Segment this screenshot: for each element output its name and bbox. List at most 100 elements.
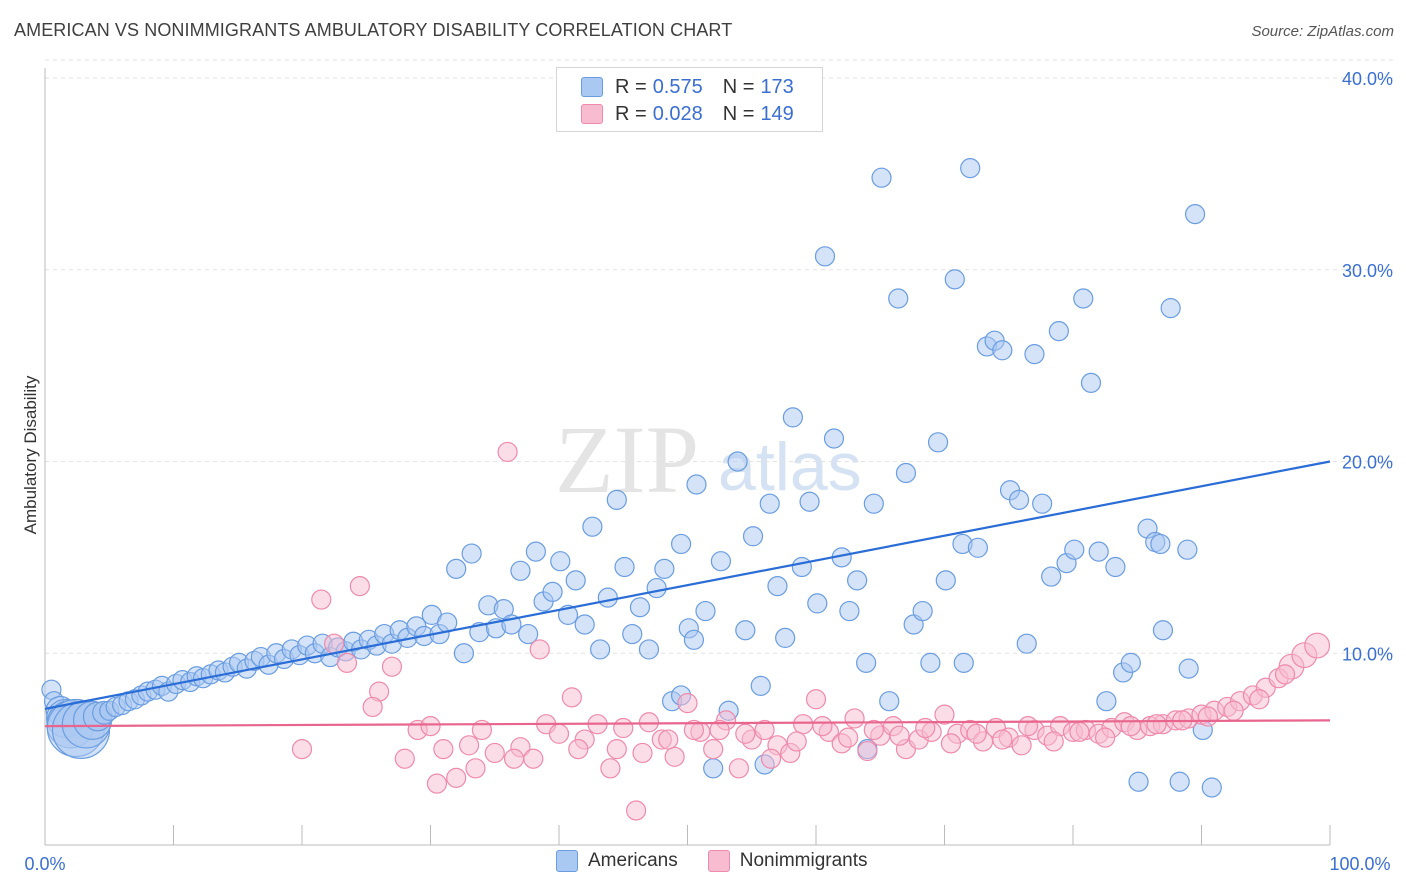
americans-point [1048, 321, 1069, 342]
y-tick-label: 20.0% [1342, 453, 1393, 473]
legend-n-label: N = [722, 102, 755, 125]
nonimmigrants-trend-line [44, 719, 1331, 728]
nonimmigrants-point [683, 719, 705, 741]
americans-point [912, 600, 933, 622]
nonimmigrants-point [497, 441, 518, 463]
nonimmigrants-point [362, 696, 383, 718]
nonimmigrants-point [863, 719, 884, 741]
nonimmigrants-point [613, 717, 634, 739]
chart-title: AMERICAN VS NONIMMIGRANTS AMBULATORY DIS… [14, 20, 733, 40]
nonimmigrants-point [735, 723, 756, 744]
americans-point [767, 576, 788, 597]
americans-point [550, 551, 571, 572]
nonimmigrants-point [940, 733, 962, 754]
americans-point [646, 577, 667, 599]
americans-point [453, 643, 475, 664]
legend-row-nonimmigrants: R = 0.028 N = 149 [581, 101, 794, 127]
nonimmigrants-point [844, 708, 865, 729]
nonimmigrants-point [754, 719, 775, 741]
nonimmigrants-point [349, 576, 370, 597]
americans-point [1120, 652, 1141, 673]
nonimmigrants-point [503, 748, 525, 769]
nonimmigrants-point [709, 719, 730, 741]
x-tick-label: 100.0% [1329, 854, 1390, 874]
nonimmigrants-point [857, 740, 878, 762]
americans-point [1201, 777, 1222, 798]
legend-n-label: N = [722, 75, 755, 98]
americans-point [879, 691, 900, 712]
nonimmigrants-point [1197, 706, 1219, 727]
americans-point [461, 543, 482, 564]
nonimmigrants-point [1274, 664, 1296, 685]
americans-point [1096, 691, 1117, 712]
nonimmigrants-point [381, 656, 403, 677]
americans-point [1128, 771, 1149, 792]
nonimmigrants-point [561, 687, 582, 708]
nonimmigrants-point [600, 758, 621, 779]
americans-point [782, 407, 803, 428]
americans-point [446, 558, 467, 579]
americans-point [670, 533, 692, 555]
americans-point [839, 600, 860, 622]
nonimmigrants-point [1304, 632, 1331, 659]
legend-n-value-americans: 173 [760, 75, 794, 98]
nonimmigrants-point [728, 758, 750, 779]
nonimmigrants-point [992, 729, 1013, 750]
nonimmigrants-point [465, 758, 486, 779]
americans-point [967, 537, 989, 558]
americans-point [606, 489, 627, 510]
americans-point [710, 551, 732, 572]
nonimmigrants-point [1069, 721, 1090, 742]
americans-point [856, 652, 877, 673]
nonimmigrants-point [568, 739, 589, 760]
nonimmigrants-point [812, 716, 833, 737]
americans-point [590, 639, 611, 660]
nonimmigrants-point [1043, 731, 1064, 752]
nonimmigrants-point [606, 739, 627, 760]
americans-point [863, 493, 884, 514]
nonimmigrants-point [529, 639, 550, 660]
americans-point [791, 556, 812, 578]
americans-point [823, 428, 845, 449]
legend-r-label: R = [615, 102, 647, 125]
nonimmigrants-point [703, 739, 724, 760]
nonimmigrants-point [632, 742, 653, 764]
nonimmigrants-point [677, 693, 698, 714]
bottom-legend-americans: Americans [556, 850, 678, 872]
americans-trend-line [44, 460, 1331, 710]
legend-n-value-nonimmigrants: 149 [760, 102, 794, 125]
americans-point [814, 246, 836, 267]
nonimmigrants-point [889, 725, 910, 746]
nonimmigrants-point [311, 589, 332, 610]
americans-point [703, 758, 724, 779]
nonimmigrants-point [291, 739, 313, 760]
americans-point [759, 493, 780, 514]
americans-point [629, 597, 651, 618]
americans-point [686, 474, 707, 495]
nonimmigrants-point [336, 652, 358, 673]
americans-point [927, 432, 949, 453]
nonimmigrants-point [548, 723, 570, 744]
americans-point [960, 158, 981, 179]
americans-point [1178, 658, 1199, 679]
nonimmigrants-point [966, 723, 987, 744]
americans-point [1064, 539, 1085, 560]
y-axis-label: Ambulatory Disability [21, 375, 40, 534]
bottom-legend: Americans Nonimmigrants [556, 850, 898, 872]
nonimmigrants-point [838, 727, 859, 748]
americans-point [518, 623, 539, 645]
x-tick-label: 0.0% [24, 854, 65, 874]
americans-point [638, 639, 660, 660]
legend-row-americans: R = 0.575 N = 173 [581, 74, 794, 100]
americans-point [1152, 620, 1174, 641]
nonimmigrants-point [458, 735, 480, 756]
trend-lines [44, 460, 1331, 728]
nonimmigrants-point [1223, 700, 1244, 721]
americans-point [1160, 298, 1181, 319]
nonimmigrants-point [1095, 727, 1116, 748]
nonimmigrants-point [433, 739, 454, 760]
americans-point [1177, 539, 1198, 560]
bottom-legend-swatch-nonimmigrants [707, 850, 730, 872]
legend-r-value-nonimmigrants: 0.028 [652, 102, 703, 125]
